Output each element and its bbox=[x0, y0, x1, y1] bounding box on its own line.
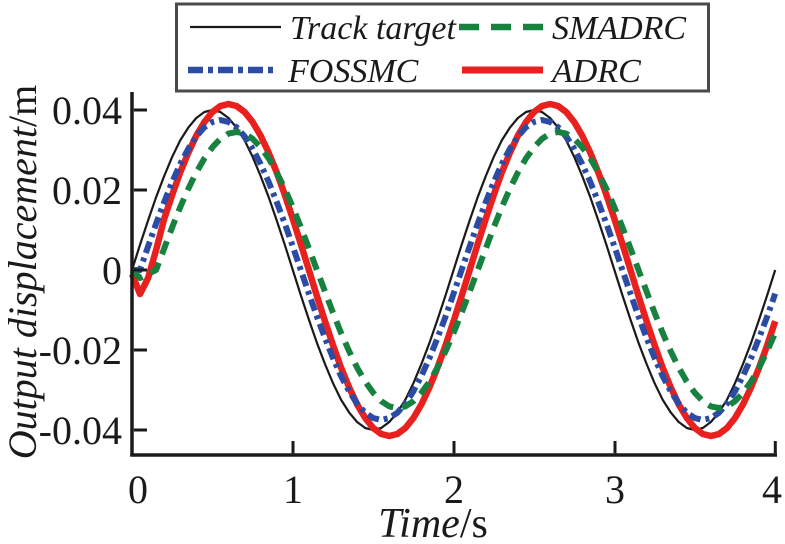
legend-label-adrc: ADRC bbox=[550, 53, 641, 90]
legend-box: Track target SMADRC FOSSMC ADRC bbox=[175, 2, 710, 93]
y-tick-labels: 0.04 0.02 0 -0.02 -0.04 bbox=[39, 88, 122, 453]
y-axis-title-unit: /m bbox=[0, 85, 45, 127]
x-axis-title-main: Time bbox=[378, 501, 460, 544]
x-axis-title-unit: /s bbox=[460, 501, 488, 544]
legend-border bbox=[175, 2, 710, 93]
y-tick-label-neg0.02: -0.02 bbox=[39, 328, 122, 373]
plot-lines bbox=[128, 100, 779, 440]
legend-label-fossmc: FOSSMC bbox=[287, 53, 419, 90]
x-axis-title: Time/s bbox=[378, 501, 488, 544]
curve-fossmc bbox=[132, 117, 779, 423]
y-tick-label-0: 0 bbox=[102, 248, 122, 293]
x-tick-label-3: 3 bbox=[605, 467, 625, 512]
x-tick-labels: 0 1 2 3 4 bbox=[128, 467, 782, 512]
y-axis-title: Output displacement/m bbox=[0, 85, 45, 459]
y-tick-label-0.04: 0.04 bbox=[52, 88, 122, 133]
x-tick-label-1: 1 bbox=[283, 467, 303, 512]
curve-smadrc bbox=[129, 129, 778, 411]
tick-marks bbox=[133, 108, 777, 454]
x-tick-label-4: 4 bbox=[762, 467, 782, 512]
axes bbox=[130, 92, 777, 457]
legend-label-smadrc: SMADRC bbox=[552, 10, 686, 47]
y-tick-label-0.02: 0.02 bbox=[52, 168, 122, 213]
curve-track-target bbox=[130, 108, 777, 432]
y-axis-title-main: Output displacement bbox=[0, 126, 45, 459]
y-tick-label-neg0.04: -0.04 bbox=[39, 408, 122, 453]
legend-label-track-target: Track target bbox=[290, 10, 457, 47]
x-tick-label-0: 0 bbox=[128, 467, 148, 512]
x-tick-label-2: 2 bbox=[444, 467, 464, 512]
